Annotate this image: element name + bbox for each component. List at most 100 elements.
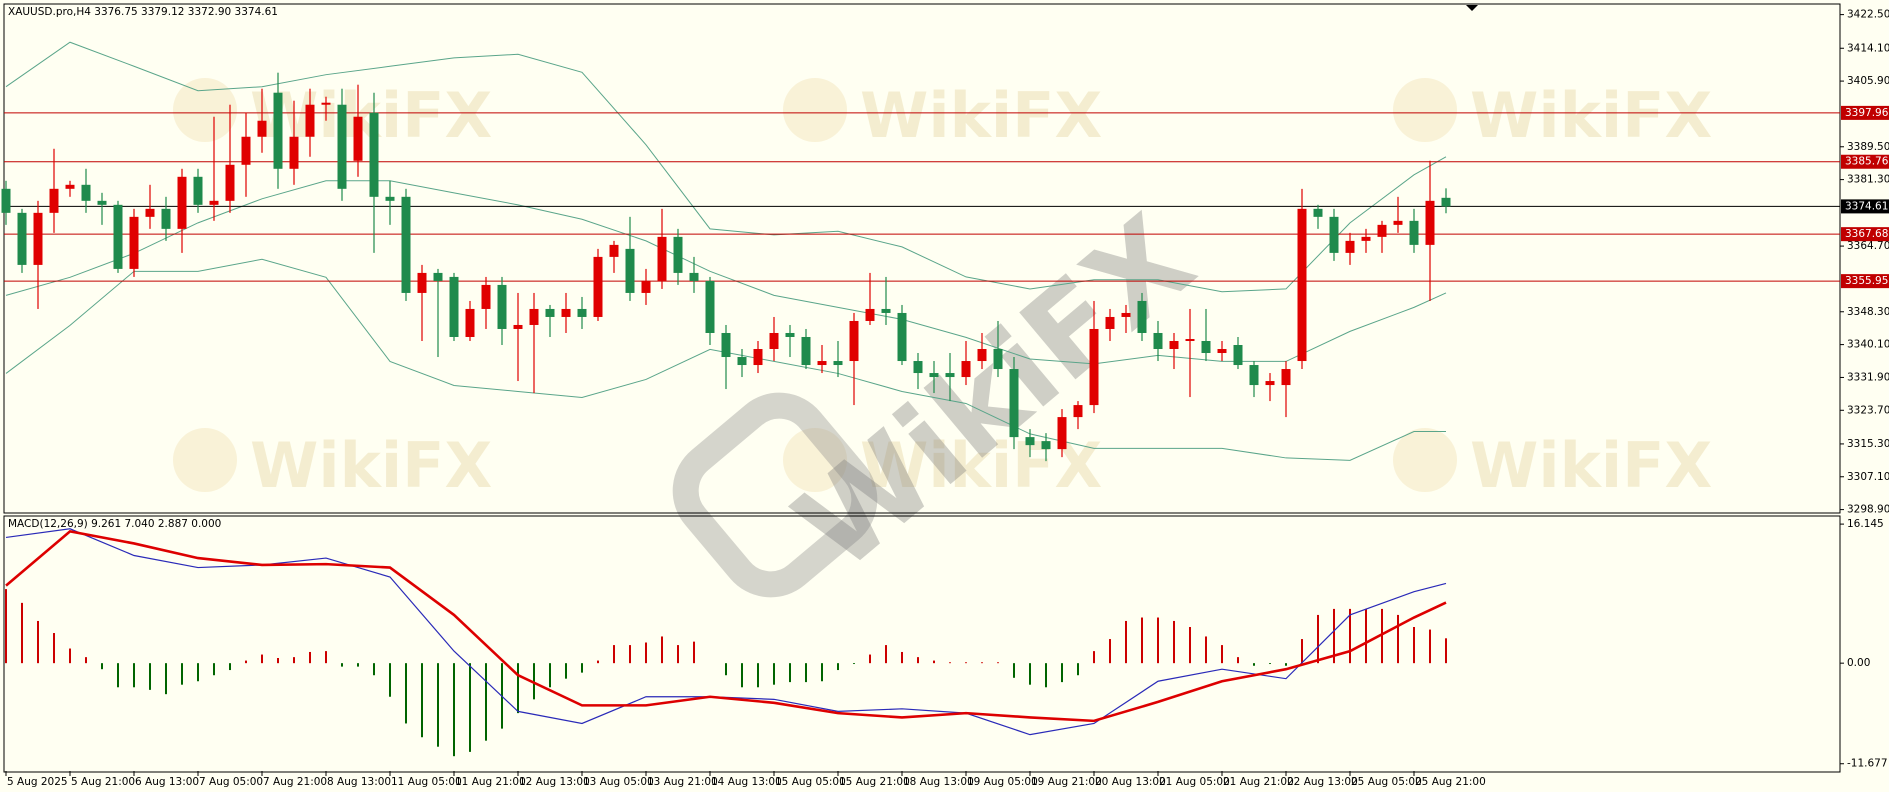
candle-body (1025, 437, 1035, 446)
price-panel-frame (3, 3, 1841, 514)
candle-body (689, 272, 699, 281)
candle-body (865, 308, 875, 321)
y-tick-label: 3364.70 (1847, 240, 1889, 252)
y-tick-label: 3381.30 (1847, 174, 1889, 186)
candle-body (945, 373, 955, 378)
candle-body (833, 361, 843, 366)
candle-body (1297, 208, 1307, 362)
x-tick-label: 7 Aug 21:00 (263, 776, 327, 788)
macd-panel-frame (3, 515, 1841, 773)
candle-body (1089, 328, 1099, 406)
candle-body (177, 176, 187, 229)
candle-body (209, 200, 219, 205)
y-tick-label: 16.145 (1847, 518, 1884, 530)
candle-body (225, 164, 235, 201)
y-tick-label: 3389.50 (1847, 141, 1889, 153)
level-label-box (1841, 227, 1889, 242)
candle-body (913, 361, 923, 374)
candle-body (1249, 365, 1259, 386)
candle-body (321, 102, 331, 105)
candle-body (673, 236, 683, 273)
x-tick-label: 18 Aug 13:00 (903, 776, 974, 788)
candle-body (241, 136, 251, 165)
watermark-logo (783, 428, 847, 492)
candle-body (1345, 240, 1355, 253)
bollinger-band (5, 41, 1447, 293)
y-tick-label: 3307.10 (1847, 471, 1889, 483)
candle-body (1169, 340, 1179, 350)
level-label-box (1841, 105, 1889, 120)
level-label-box (1841, 154, 1889, 169)
x-tick-label: 12 Aug 13:00 (519, 776, 590, 788)
watermark: WikiFX (1470, 79, 1712, 152)
x-tick-label: 20 Aug 13:00 (1095, 776, 1166, 788)
candle-body (529, 308, 539, 325)
shift-marker (1466, 5, 1478, 11)
candle-body (257, 120, 267, 137)
candle-body (1377, 224, 1387, 237)
candle-body (769, 332, 779, 350)
x-tick-label: 5 Aug 21:00 (71, 776, 135, 788)
watermark-logo (1393, 78, 1457, 142)
candle-body (593, 256, 603, 317)
y-tick-label: 3298.90 (1847, 504, 1889, 516)
y-tick-label: 3340.10 (1847, 339, 1889, 351)
candle-body (849, 320, 859, 362)
candle-body (1201, 340, 1211, 354)
candle-body (1441, 197, 1451, 207)
candle-body (497, 284, 507, 329)
candle-body (273, 92, 283, 169)
x-tick-label: 6 Aug 13:00 (135, 776, 199, 788)
candle-body (609, 244, 619, 257)
candle-body (65, 184, 75, 189)
candle-body (433, 272, 443, 281)
candle-body (993, 349, 1003, 370)
candle-body (1009, 369, 1019, 438)
candle-body (801, 336, 811, 366)
macd-title: MACD(12,26,9) 9.261 7.040 2.887 0.000 (8, 518, 221, 530)
x-tick-label: 13 Aug 05:00 (583, 776, 654, 788)
candle-body (1, 188, 11, 213)
candle-body (641, 280, 651, 293)
chart-title: XAUUSD.pro,H4 3376.75 3379.12 3372.90 33… (8, 6, 278, 18)
watermark-logo (783, 78, 847, 142)
level-label-box (1841, 274, 1889, 289)
x-tick-label: 13 Aug 21:00 (647, 776, 718, 788)
candle-body (385, 196, 395, 201)
candle-body (721, 332, 731, 358)
y-tick-label: 3323.70 (1847, 404, 1889, 416)
candle-body (785, 332, 795, 337)
candle-body (289, 136, 299, 169)
watermark: WikiFX (860, 79, 1102, 152)
watermark-logo (1393, 428, 1457, 492)
candle-body (961, 361, 971, 378)
y-tick-label: 3405.90 (1847, 75, 1889, 87)
candle-body (1073, 405, 1083, 418)
watermark: WikiFX (1470, 429, 1712, 502)
candle-body (81, 184, 91, 201)
candle-body (881, 308, 891, 313)
candle-body (1105, 316, 1115, 329)
candle-body (1313, 208, 1323, 217)
candle-body (1153, 332, 1163, 350)
level-label: 3355.95 (1845, 275, 1888, 287)
macd-main-line (5, 528, 1447, 736)
candle-body (1233, 345, 1243, 366)
watermark-logo (173, 78, 237, 142)
x-tick-label: 7 Aug 05:00 (199, 776, 263, 788)
x-tick-label: 11 Aug 21:00 (455, 776, 526, 788)
x-tick-label: 14 Aug 13:00 (711, 776, 782, 788)
candle-body (1393, 220, 1403, 225)
candle-body (97, 200, 107, 205)
candle-body (193, 176, 203, 205)
x-tick-label: 25 Aug 21:00 (1415, 776, 1486, 788)
candle-body (161, 208, 171, 229)
candle-body (145, 208, 155, 217)
candle-body (1281, 369, 1291, 386)
candle-body (401, 196, 411, 293)
watermark-logo (173, 428, 237, 492)
x-tick-label: 11 Aug 05:00 (391, 776, 462, 788)
candle-body (1329, 216, 1339, 253)
